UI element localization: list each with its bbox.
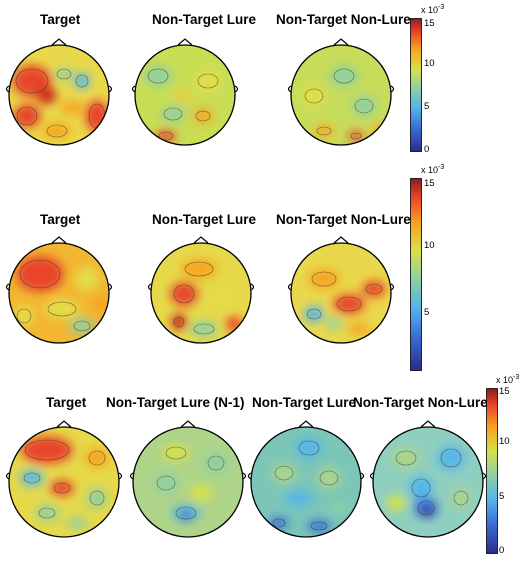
row3-tick-10: 10 [499,436,510,447]
row1-tick-0: 0 [424,144,430,155]
row1-non-target-lure-map [131,38,239,146]
row1-tick-10: 10 [424,58,435,69]
row3-target-map [5,420,123,538]
row2-label-target: Target [40,212,81,227]
row3-colorbar [486,388,498,554]
row3-tick-15: 15 [499,386,510,397]
row3-non-target-non-lure-map [369,420,487,538]
row1-tick-15: 15 [424,18,435,29]
row3-tick-0: 0 [499,545,505,556]
row3-label-target: Target [46,395,87,410]
row1-tick-5: 5 [424,101,430,112]
row2-non-target-non-lure-map [287,236,395,344]
row1-label-non-target-non-lure: Non-Target Non-Lure [276,12,411,27]
row3-label-non-target-lure: Non-Target Lure [252,395,356,410]
row3-label-non-target-non-lure: Non-Target Non-Lure [353,395,488,410]
row3-tick-5: 5 [499,491,505,502]
row3-non-target-lure-map [247,420,365,538]
row2-tick-10: 10 [424,240,435,251]
row1-label-target: Target [40,12,81,27]
row2-tick-15: 15 [424,178,435,189]
row3-label-non-target-lure-n1: Non-Target Lure (N-1) [106,395,245,410]
row1-non-target-non-lure-map [287,38,395,146]
row1-label-non-target-lure: Non-Target Lure [152,12,256,27]
row2-label-non-target-non-lure: Non-Target Non-Lure [276,212,411,227]
row2-colorbar [410,178,422,371]
row3-non-target-lure-n1-map [129,420,247,538]
row2-label-non-target-lure: Non-Target Lure [152,212,256,227]
row3-colorbar-multiplier: x 10-3 [496,374,520,385]
row1-target-map [5,38,113,146]
row2-colorbar-multiplier: x 10-3 [421,164,445,175]
row1-colorbar-multiplier: x 10-3 [421,4,445,15]
row2-target-map [5,236,113,344]
row2-non-target-lure-map [147,236,255,344]
row1-colorbar [410,18,422,152]
row2-tick-5: 5 [424,307,430,318]
